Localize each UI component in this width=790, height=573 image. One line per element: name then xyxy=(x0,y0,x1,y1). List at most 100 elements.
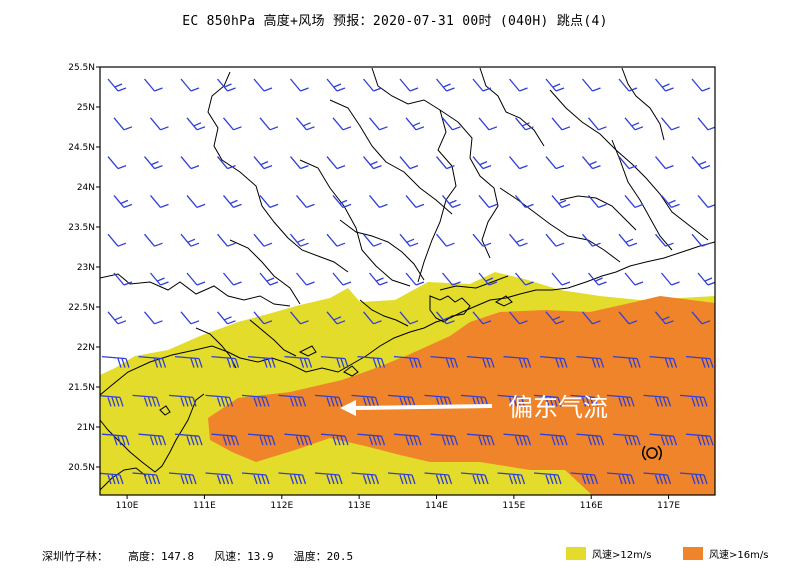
wind-barb xyxy=(478,194,498,209)
wind-barb xyxy=(472,156,492,170)
wind-barb xyxy=(314,472,343,485)
legend-label-16: 风速>16m/s xyxy=(709,550,769,561)
wind-barb xyxy=(661,272,680,286)
wind-barb xyxy=(296,117,315,131)
wind-barb xyxy=(576,355,605,368)
wind-barb xyxy=(186,194,206,209)
border-line xyxy=(479,67,545,147)
legend-item-12: 风速>12m/s xyxy=(566,546,651,561)
wind-barb xyxy=(588,272,607,286)
x-tick-label: 110E xyxy=(116,501,139,511)
wind-barb xyxy=(624,194,644,209)
wind-barb xyxy=(211,433,240,446)
border-line xyxy=(298,345,317,357)
wind-barb xyxy=(387,394,416,407)
wind-barb xyxy=(284,433,313,446)
wind-barb xyxy=(655,311,674,325)
annotation-label: 偏东气流 xyxy=(508,393,608,422)
x-tick-label: 113E xyxy=(348,501,371,511)
legend-swatch-12 xyxy=(566,547,586,560)
wind-barb xyxy=(624,117,644,131)
wind-barb xyxy=(582,311,601,325)
wind-barb xyxy=(259,194,279,209)
wind-barb xyxy=(466,433,495,446)
wind-barb xyxy=(442,117,461,131)
border-line xyxy=(457,121,499,259)
wind-barb xyxy=(326,156,346,170)
wind-barb xyxy=(442,272,461,286)
wind-barb xyxy=(326,233,346,247)
legend-label-12: 风速>12m/s xyxy=(592,550,652,561)
wind-barb xyxy=(186,117,206,131)
wind-barb xyxy=(253,78,273,92)
wind-barb xyxy=(545,233,565,247)
wind-barb xyxy=(503,433,532,446)
border-line xyxy=(611,139,673,251)
wind-barb xyxy=(405,272,425,286)
wind-barb xyxy=(107,233,127,247)
wind-barb xyxy=(503,355,532,368)
wind-barb xyxy=(314,394,343,407)
temp-readout: 温度：20.5 xyxy=(293,550,354,563)
axis-ticks: 110E 111E 112E 113E 114E 115E 116E 117E 25.5N 25N… xyxy=(68,63,680,511)
wind-barb xyxy=(217,311,236,325)
wind-barb xyxy=(290,233,309,247)
wind-barb xyxy=(174,433,203,446)
wind-barb xyxy=(278,472,307,485)
wind-barb xyxy=(588,194,607,209)
wind-barb xyxy=(509,156,528,170)
y-tick-label: 23.5N xyxy=(68,223,95,233)
wind-barb xyxy=(332,194,352,209)
border-line xyxy=(229,239,301,305)
wind-barb xyxy=(296,194,315,209)
wind-barb xyxy=(326,311,346,325)
wind-barb xyxy=(144,156,163,170)
wind-barbs xyxy=(100,78,715,485)
wind-barb xyxy=(655,78,674,92)
wind-barb xyxy=(369,272,388,286)
wind-barb xyxy=(241,394,270,407)
wind-barb xyxy=(180,233,200,247)
wind-barb xyxy=(217,233,236,247)
wind-barb xyxy=(399,311,419,325)
height-readout: 高度：147.8 xyxy=(128,550,195,563)
wind-barb xyxy=(472,233,492,247)
y-tick-label: 24.5N xyxy=(68,143,95,153)
wind-barb xyxy=(180,311,200,325)
wind-barb xyxy=(442,194,461,209)
wind-barb xyxy=(223,117,242,131)
wind-barb xyxy=(539,433,568,446)
wind-barb xyxy=(643,394,672,407)
wind-barb xyxy=(138,433,167,446)
wind-barb xyxy=(478,272,498,286)
wind-barb xyxy=(424,472,453,485)
wind-barb xyxy=(399,78,419,92)
y-tick-label: 25.5N xyxy=(68,63,95,73)
wind-barb xyxy=(679,394,708,407)
wind-barb xyxy=(618,78,638,92)
wind-barb xyxy=(217,156,236,170)
wind-barb xyxy=(405,117,425,131)
wind-barb xyxy=(655,156,674,170)
wind-barb xyxy=(570,394,599,407)
wind-barb xyxy=(101,355,130,368)
wind-barb xyxy=(576,433,605,446)
wind-barb xyxy=(533,394,562,407)
wind-barb xyxy=(180,78,200,92)
wind-barb xyxy=(247,355,276,368)
station-name: 深圳竹子林： xyxy=(42,550,108,563)
wind-barb xyxy=(606,472,635,485)
wind-barb xyxy=(290,78,309,92)
wind-barb xyxy=(393,433,422,446)
wind-barb xyxy=(582,233,601,247)
wind-barb xyxy=(357,433,386,446)
wind-barb xyxy=(472,311,492,325)
wind-barb xyxy=(296,272,315,286)
wind-barb xyxy=(570,472,599,485)
wind-barb xyxy=(113,194,133,209)
wind-barb xyxy=(551,272,571,286)
wind-barb xyxy=(497,472,526,485)
wind-barb xyxy=(509,233,528,247)
x-tick-label: 114E xyxy=(425,501,448,511)
wind-barb xyxy=(582,78,601,92)
